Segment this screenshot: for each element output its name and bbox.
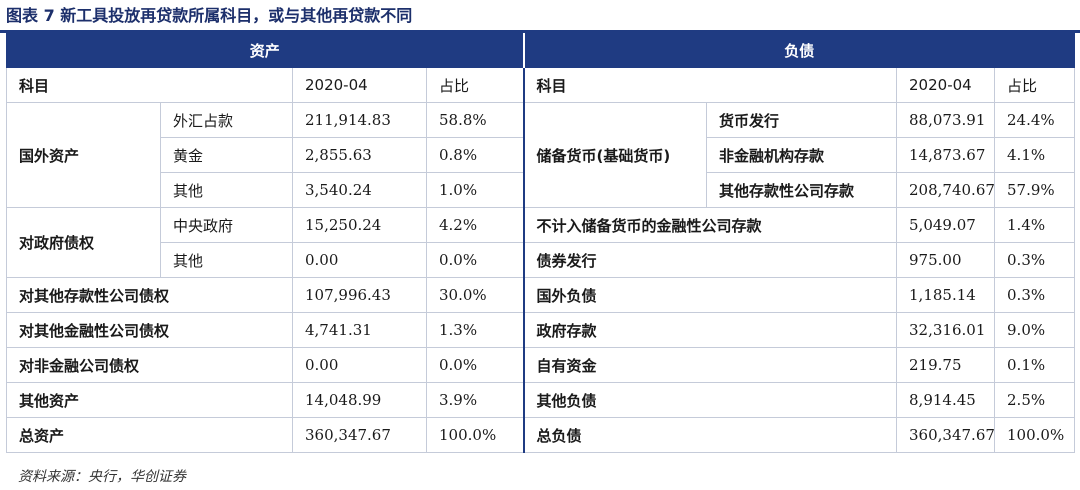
table-row: 其他 0.00 0.0% 债券发行 975.00 0.3% xyxy=(7,242,1076,278)
ratio-cell: 1.3% xyxy=(425,312,525,348)
ratio-cell: 0.3% xyxy=(994,277,1076,313)
liability-label: 自有资金 xyxy=(522,347,898,383)
right-ratio-header: 占比 xyxy=(994,67,1076,103)
ratio-cell: 1.0% xyxy=(425,172,525,208)
ratio-cell: 100.0% xyxy=(425,417,525,453)
right-date-header: 2020-04 xyxy=(896,67,996,103)
value-cell: 1,185.14 xyxy=(896,277,996,313)
value-cell: 0.00 xyxy=(292,242,427,278)
value-cell: 14,048.99 xyxy=(292,382,427,418)
value-cell: 211,914.83 xyxy=(292,102,427,138)
ratio-cell: 4.1% xyxy=(994,137,1076,173)
value-cell: 107,996.43 xyxy=(292,277,427,313)
value-cell: 5,049.07 xyxy=(896,207,996,243)
ratio-cell: 0.8% xyxy=(425,137,525,173)
ratio-cell: 100.0% xyxy=(994,417,1076,453)
value-cell: 15,250.24 xyxy=(292,207,427,243)
right-item-header: 科目 xyxy=(522,67,898,103)
value-cell: 208,740.67 xyxy=(896,172,996,208)
ratio-cell: 0.0% xyxy=(425,242,525,278)
foreign-assets-label: 国外资产 xyxy=(6,102,161,208)
ratio-cell: 2.5% xyxy=(994,382,1076,418)
ratio-cell: 0.0% xyxy=(425,347,525,383)
table-row: 黄金 2,855.63 0.8% 非金融机构存款 14,873.67 4.1% xyxy=(7,137,1076,173)
ratio-cell: 57.9% xyxy=(994,172,1076,208)
asset-label: 对非金融公司债权 xyxy=(6,347,293,383)
section-header-row: 资产 负债 xyxy=(5,33,1076,68)
table-row: 对其他存款性公司债权 107,996.43 30.0% 国外负债 1,185.1… xyxy=(6,277,1076,313)
ratio-cell: 1.4% xyxy=(994,207,1076,243)
liability-label: 债券发行 xyxy=(522,242,898,278)
value-cell: 0.00 xyxy=(292,347,427,383)
left-item-header: 科目 xyxy=(6,67,293,103)
sub-item: 其他存款性公司存款 xyxy=(706,172,898,208)
sub-item: 其他 xyxy=(160,242,293,278)
sub-item: 货币发行 xyxy=(706,102,898,138)
ratio-cell: 0.3% xyxy=(994,242,1076,278)
sub-item: 非金融机构存款 xyxy=(706,137,898,173)
balance-sheet-table: 资产 负债 科目 2020-04 占比 科目 2020-04 占比 国外资产 外… xyxy=(5,33,1076,453)
sub-item: 其他 xyxy=(160,172,293,208)
sub-item: 外汇占款 xyxy=(160,102,293,138)
value-cell: 8,914.45 xyxy=(896,382,996,418)
value-cell: 4,741.31 xyxy=(292,312,427,348)
ratio-cell: 9.0% xyxy=(994,312,1076,348)
table-row: 对非金融公司债权 0.00 0.0% 自有资金 219.75 0.1% xyxy=(6,347,1076,383)
value-cell: 975.00 xyxy=(896,242,996,278)
ratio-cell: 30.0% xyxy=(425,277,525,313)
ratio-cell: 58.8% xyxy=(425,102,525,138)
ratio-cell: 0.1% xyxy=(994,347,1076,383)
table-row: 其他 3,540.24 1.0% 其他存款性公司存款 208,740.67 57… xyxy=(7,172,1076,208)
left-ratio-header: 占比 xyxy=(425,67,525,103)
value-cell: 3,540.24 xyxy=(292,172,427,208)
liability-label: 国外负债 xyxy=(522,277,898,313)
value-cell: 360,347.67 xyxy=(896,417,996,453)
liability-label: 政府存款 xyxy=(522,312,898,348)
sub-item: 中央政府 xyxy=(160,207,293,243)
total-liabilities-label: 总负债 xyxy=(522,417,898,453)
column-header-row: 科目 2020-04 占比 科目 2020-04 占比 xyxy=(6,67,1076,103)
sub-item: 黄金 xyxy=(160,137,293,173)
table-row: 其他资产 14,048.99 3.9% 其他负债 8,914.45 2.5% xyxy=(6,382,1076,418)
source-note: 资料来源：央行，华创证券 xyxy=(18,469,186,485)
table-row: 对政府债权 中央政府 15,250.24 4.2% 不计入储备货币的金融性公司存… xyxy=(6,207,1076,278)
value-cell: 88,073.91 xyxy=(896,102,996,138)
liability-label: 不计入储备货币的金融性公司存款 xyxy=(522,207,898,243)
value-cell: 2,855.63 xyxy=(292,137,427,173)
total-row: 总资产 360,347.67 100.0% 总负债 360,347.67 100… xyxy=(6,417,1076,453)
reserve-currency-label: 储备货币(基础货币) xyxy=(522,102,708,208)
assets-header: 资产 xyxy=(5,33,525,68)
ratio-cell: 4.2% xyxy=(425,207,525,243)
ratio-cell: 24.4% xyxy=(994,102,1076,138)
asset-label: 其他资产 xyxy=(6,382,293,418)
liabilities-header: 负债 xyxy=(522,33,1076,68)
figure-title: 图表 7 新工具投放再贷款所属科目，或与其他再贷款不同 xyxy=(6,6,413,25)
total-assets-label: 总资产 xyxy=(6,417,293,453)
value-cell: 219.75 xyxy=(896,347,996,383)
table-row: 对其他金融性公司债权 4,741.31 1.3% 政府存款 32,316.01 … xyxy=(6,312,1076,348)
value-cell: 14,873.67 xyxy=(896,137,996,173)
gov-claims-label: 对政府债权 xyxy=(6,207,161,278)
asset-label: 对其他金融性公司债权 xyxy=(6,312,293,348)
value-cell: 360,347.67 xyxy=(292,417,427,453)
value-cell: 32,316.01 xyxy=(896,312,996,348)
liability-label: 其他负债 xyxy=(522,382,898,418)
left-date-header: 2020-04 xyxy=(292,67,427,103)
asset-label: 对其他存款性公司债权 xyxy=(6,277,293,313)
table-row: 国外资产 外汇占款 211,914.83 58.8% 储备货币(基础货币) 货币… xyxy=(6,102,1076,208)
title-rule xyxy=(0,30,1080,33)
ratio-cell: 3.9% xyxy=(425,382,525,418)
